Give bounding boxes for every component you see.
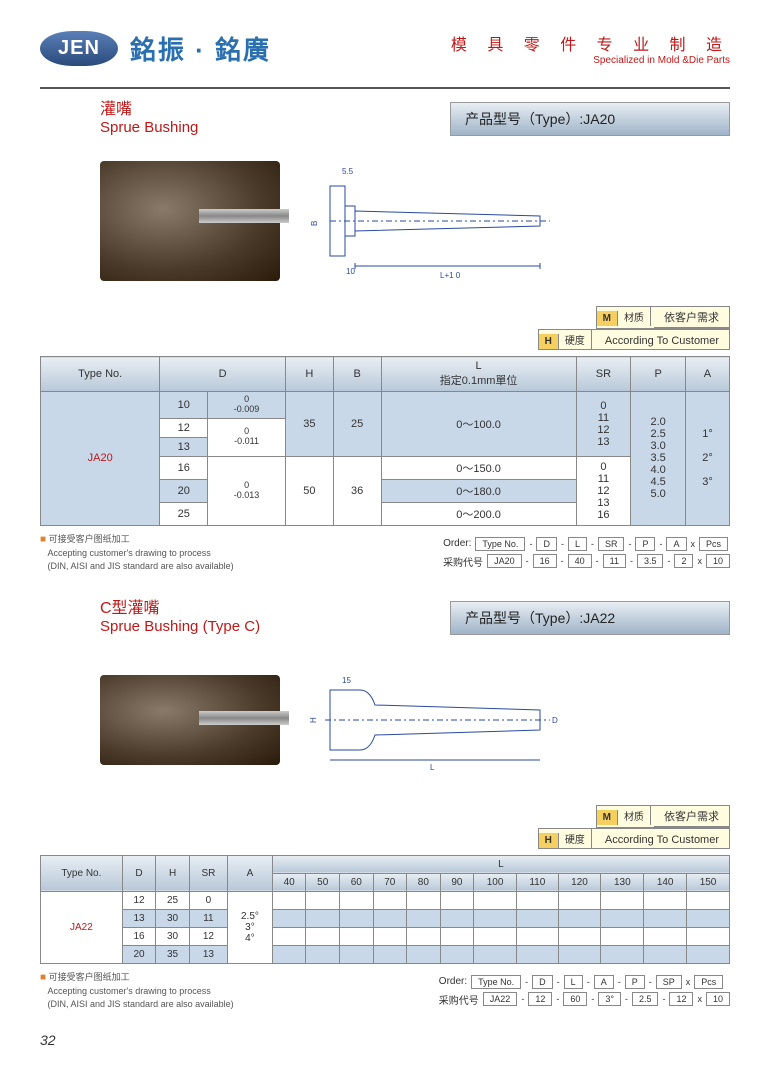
tagline-cn: 模 具 零 件 专 业 制 造 xyxy=(451,31,730,55)
company-name: 銘振 · 銘廣 xyxy=(130,30,271,67)
section-ja22: C型灌嘴 Sprue Bushing (Type C) 产品型号（Type）:J… xyxy=(40,594,730,1012)
svg-text:10: 10 xyxy=(346,267,355,276)
logo: JEN xyxy=(40,31,118,66)
spec-table-ja22: Type No. D H SR A L 4050 6070 8090 10011… xyxy=(40,855,730,964)
legend-ja20: M材质 依客户需求 H硬度 According To Customer xyxy=(40,306,730,350)
product-photo-ja22 xyxy=(100,675,280,765)
svg-text:L: L xyxy=(430,763,435,772)
section1-type-bar: 产品型号（Type）:JA20 xyxy=(450,102,730,136)
svg-text:H: H xyxy=(309,717,318,723)
section2-type-bar: 产品型号（Type）:JA22 xyxy=(450,601,730,635)
section2-title-en: Sprue Bushing (Type C) xyxy=(100,618,260,635)
svg-text:5.5: 5.5 xyxy=(342,167,354,176)
section-ja20: 灌嘴 Sprue Bushing 产品型号（Type）:JA20 xyxy=(40,95,730,574)
svg-text:D: D xyxy=(552,716,558,725)
notes-ja22: ■ 可接受客户图纸加工 Accepting customer's drawing… xyxy=(40,970,234,1012)
tech-drawing-ja22: 15 L H D xyxy=(300,655,580,785)
legend-ja22: M材质 依客户需求 H硬度 According To Customer xyxy=(40,805,730,849)
section1-title-cn: 灌嘴 xyxy=(100,95,198,119)
order-ja20: Order: Type No.- D- L- SR- P- A x Pcs 采购… xyxy=(443,537,730,569)
section2-title-cn: C型灌嘴 xyxy=(100,594,260,618)
page-number: 32 xyxy=(40,1032,730,1048)
spec-table-ja20: Type No. D H B L指定0.1mm單位 SR P A JA20 10… xyxy=(40,356,730,526)
svg-text:B: B xyxy=(310,221,319,226)
divider xyxy=(40,87,730,89)
svg-text:L+1 0: L+1 0 xyxy=(440,271,461,280)
tagline-en: Specialized in Mold &Die Parts xyxy=(451,55,730,66)
order-ja22: Order: Type No.- D- L- A- P- SP x Pcs 采购… xyxy=(439,975,730,1007)
notes-ja20: ■ 可接受客户图纸加工 Accepting customer's drawing… xyxy=(40,532,234,574)
tech-drawing-ja20: L+1 0 5.5 B 10 xyxy=(300,156,580,286)
svg-text:15: 15 xyxy=(342,676,351,685)
product-photo-ja20 xyxy=(100,161,280,281)
page-header: JEN 銘振 · 銘廣 模 具 零 件 专 业 制 造 Specialized … xyxy=(40,30,730,67)
section1-title-en: Sprue Bushing xyxy=(100,119,198,136)
